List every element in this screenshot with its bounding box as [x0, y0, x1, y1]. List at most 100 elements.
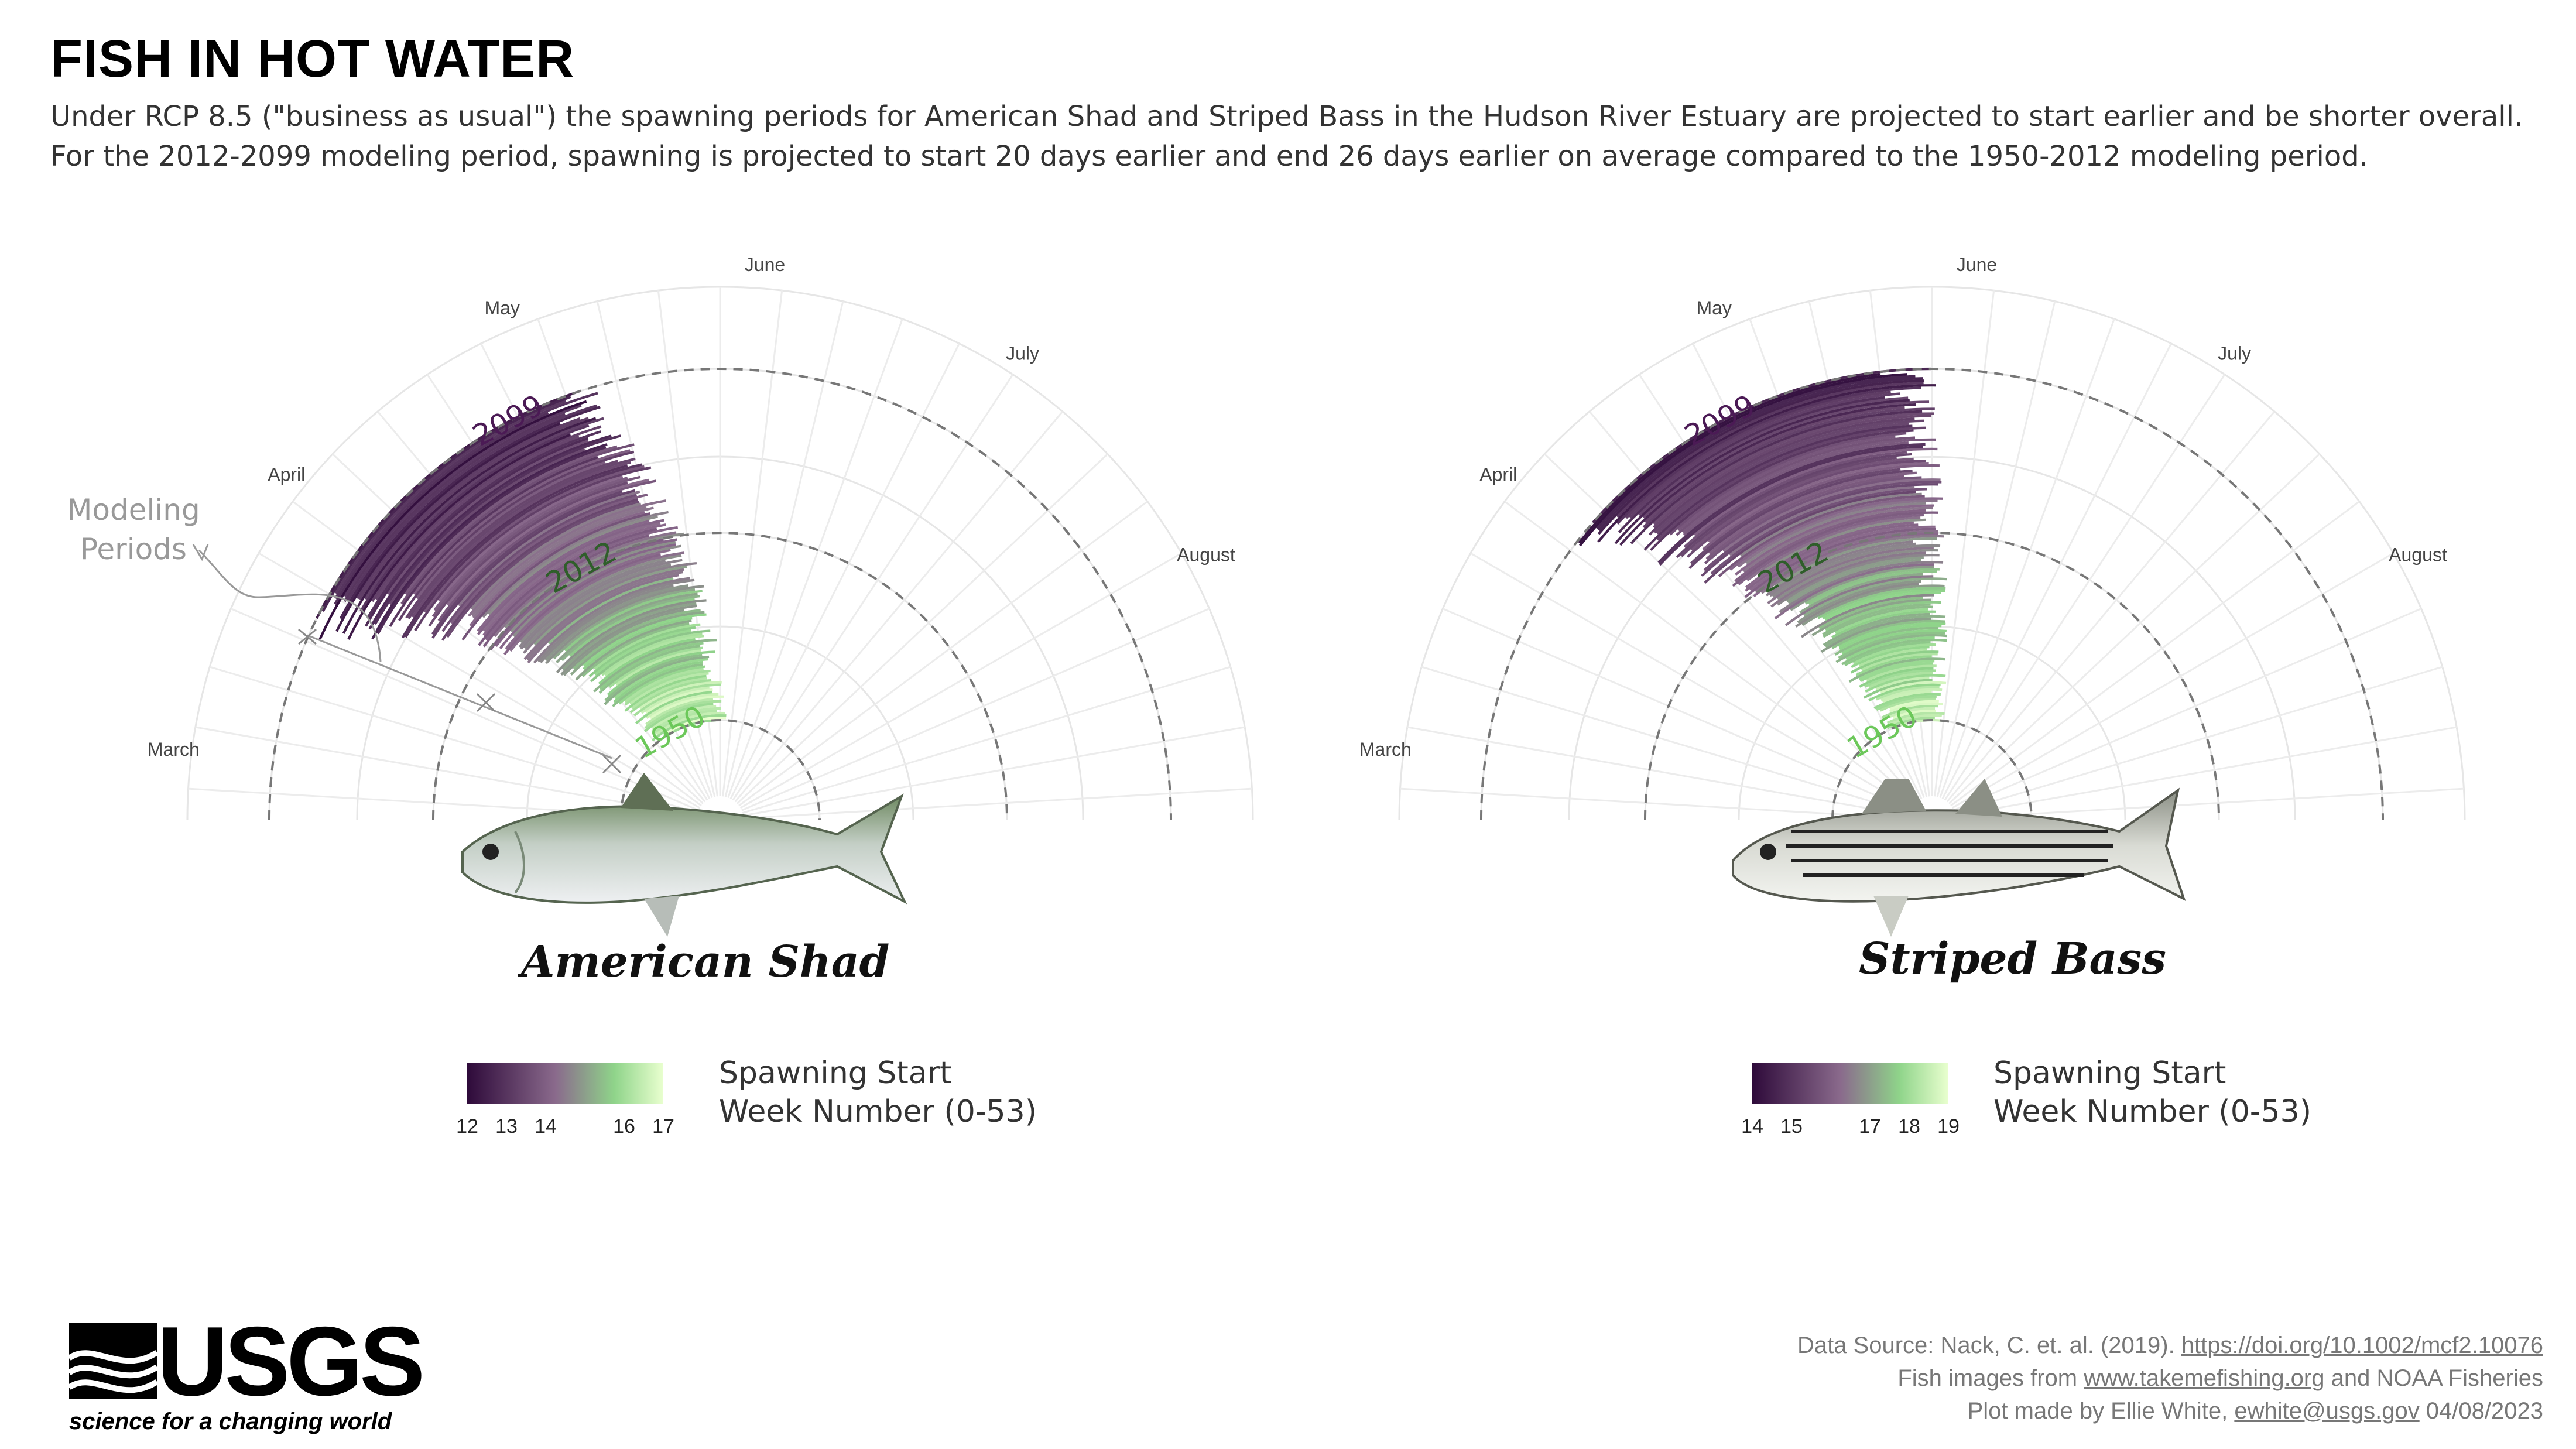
- usgs-wave-icon: [69, 1323, 157, 1399]
- spawning-bar-2053: [431, 490, 623, 635]
- spawning-bar-2074: [1656, 426, 1926, 541]
- spawning-bar-1991: [594, 623, 701, 670]
- legend-striped-bass: 14 15 17 18 19: [1741, 1063, 1960, 1138]
- spawning-bar-2022: [1777, 549, 1938, 600]
- spawning-bar-2022: [509, 551, 685, 652]
- spawning-bar-2010: [537, 578, 695, 663]
- spawning-bar-1957: [643, 703, 714, 732]
- spawning-bar-2083: [347, 433, 571, 640]
- spawning-bar-2098: [321, 395, 571, 612]
- spawning-bar-1951: [663, 716, 727, 736]
- spawning-bar-1963: [1880, 688, 1943, 701]
- month-label-july: July: [2218, 343, 2251, 364]
- spawning-bar-2009: [1797, 580, 1921, 624]
- month-label-march: March: [1359, 739, 1412, 760]
- spawning-bar-2010: [1803, 577, 1947, 617]
- spawning-bar-1979: [607, 650, 715, 696]
- grid-spoke: [1951, 552, 2394, 809]
- spawning-bar-2000: [561, 602, 697, 670]
- spawning-bar-2028: [495, 538, 677, 647]
- spawning-bar-2078: [387, 439, 589, 595]
- doi-link[interactable]: https://doi.org/10.1002/mcf2.10076: [2181, 1332, 2543, 1358]
- spawning-bar-2040: [482, 511, 669, 618]
- spawning-bar-2002: [568, 598, 695, 657]
- spawning-bar-2044: [471, 506, 646, 616]
- usgs-logo: USGS science for a changing world: [69, 1312, 425, 1435]
- spawning-bar-2032: [482, 534, 649, 648]
- spawning-bar-1955: [651, 707, 721, 733]
- spawning-bar-2049: [1729, 486, 1915, 556]
- legend-title-line-1: Spawning Start: [719, 1056, 952, 1091]
- spawning-bar-2070: [1676, 436, 1916, 536]
- email-link[interactable]: ewhite@usgs.gov: [2234, 1398, 2420, 1424]
- spawning-bar-2012: [548, 577, 674, 645]
- spawning-bar-2001: [1811, 598, 1931, 636]
- spawning-bar-1980: [1858, 648, 1927, 667]
- spawning-bar-2043: [1737, 499, 1938, 568]
- grid-spoke: [732, 374, 1014, 801]
- spawning-bar-2062: [405, 463, 643, 638]
- spawning-bar-1974: [1859, 662, 1933, 683]
- spawning-bar-1999: [1822, 603, 1931, 636]
- spawning-bar-2096: [1596, 375, 1916, 530]
- spawning-bar-2067: [1657, 443, 1926, 564]
- spawning-bar-1953: [655, 711, 725, 735]
- spawning-bar-1969: [624, 674, 707, 712]
- spawning-bar-1972: [624, 667, 704, 703]
- takemefishing-link[interactable]: www.takemefishing.org: [2084, 1365, 2325, 1391]
- spawning-bar-2024: [505, 549, 671, 650]
- spawning-bar-2063: [401, 464, 628, 639]
- spawning-bar-2086: [1614, 399, 1910, 544]
- spawning-bar-2060: [414, 466, 652, 632]
- spawning-bar-2034: [1745, 521, 1914, 588]
- spawning-bar-2011: [1784, 575, 1934, 626]
- spawning-bar-1979: [1850, 650, 1939, 674]
- grid-spoke: [1950, 501, 2360, 807]
- spawning-bar-2087: [1638, 396, 1909, 516]
- spawning-bar-1990: [1839, 624, 1942, 650]
- spawning-bar-1965: [633, 683, 721, 717]
- footer-author: Plot made by Ellie White, ewhite@usgs.go…: [1967, 1398, 2543, 1424]
- spawning-bar-2059: [437, 475, 624, 602]
- spawning-bar-2089: [1629, 392, 1900, 519]
- spawning-bar-1997: [1834, 608, 1928, 634]
- grid-spoke: [195, 726, 697, 817]
- spawning-bar-1978: [1861, 653, 1938, 672]
- spawning-bar-2025: [1769, 542, 1916, 597]
- spawning-bar-2054: [437, 479, 656, 622]
- month-label-march: March: [148, 739, 200, 760]
- spawning-bar-2061: [423, 465, 645, 613]
- period-ring-1950: [619, 719, 821, 820]
- legend-title-line-2: Week Number (0-53): [1993, 1094, 2312, 1129]
- grid-spoke: [1421, 666, 1910, 814]
- legend-title-shad: Spawning Start Week Number (0-53): [719, 1054, 1037, 1131]
- grid-spoke: [1953, 608, 2422, 811]
- spawning-bar-1961: [646, 693, 719, 720]
- spawning-bar-1966: [1880, 681, 1947, 694]
- spawning-bar-2055: [446, 478, 649, 606]
- spawning-bar-2061: [1690, 457, 1914, 551]
- spawning-bar-1998: [563, 608, 684, 676]
- spawning-bar-1978: [604, 653, 703, 701]
- spawning-bar-2027: [510, 540, 676, 633]
- spawning-bar-2048: [1710, 488, 1928, 575]
- spawning-bar-2020: [519, 559, 666, 648]
- spawning-bar-1968: [631, 677, 707, 710]
- spawning-bar-2057: [431, 475, 641, 618]
- spawning-bar-2042: [469, 511, 645, 626]
- spawning-bar-2033: [485, 526, 678, 641]
- spawning-bar-2095: [1598, 377, 1923, 531]
- spawning-bar-2058: [433, 477, 628, 611]
- spawning-bar-2093: [344, 404, 582, 597]
- spawning-bar-2065: [407, 457, 636, 619]
- legend-title-line-1: Spawning Start: [1993, 1056, 2226, 1091]
- spawning-bar-2069: [1682, 438, 1936, 533]
- spawning-bar-2043: [472, 506, 654, 619]
- legend-tick: 12: [456, 1115, 478, 1138]
- spawning-bar-2035: [482, 523, 666, 636]
- grid-spoke: [1934, 290, 1995, 797]
- spawning-bar-2026: [1765, 540, 1913, 597]
- spawning-bar-2046: [1740, 492, 1922, 557]
- spawning-bar-2012: [1799, 573, 1923, 614]
